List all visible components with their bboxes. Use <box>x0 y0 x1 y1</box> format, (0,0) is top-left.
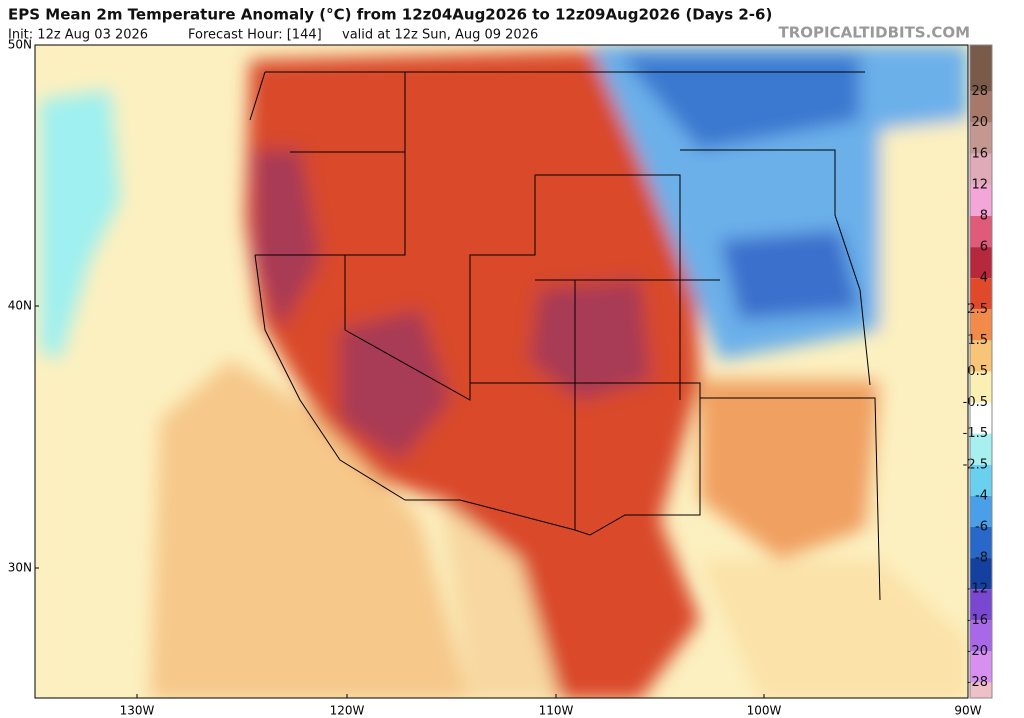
colorbar-label: -16 <box>967 613 988 628</box>
colorbar-label: 1.5 <box>967 333 988 348</box>
colorbar-label: 4 <box>980 271 988 286</box>
colorbar-label: 12 <box>971 177 988 192</box>
field <box>720 230 860 320</box>
colorbar-segment <box>970 309 992 341</box>
colorbar-label: -6 <box>975 519 988 534</box>
colorbar-label: -1.5 <box>963 426 988 441</box>
colorbar-segment <box>970 589 992 621</box>
field <box>150 360 470 698</box>
colorbar-segment <box>970 371 992 403</box>
colorbar-segment <box>970 558 992 590</box>
colorbar-segment <box>970 184 992 217</box>
colorbar-label: -12 <box>967 582 988 597</box>
colorbar-label: 2.5 <box>967 302 988 317</box>
field <box>700 560 968 698</box>
colorbar-segment <box>970 153 992 185</box>
watermark: TROPICALTIDBITS.COM <box>779 24 971 42</box>
lon-label: 120W <box>330 704 365 718</box>
colorbar-segment <box>970 495 992 527</box>
colorbar-segment <box>970 651 992 683</box>
anomaly-field <box>40 45 968 698</box>
colorbar-segment <box>970 91 992 123</box>
field <box>700 380 890 560</box>
colorbar-segment <box>970 45 992 92</box>
colorbar-label: 20 <box>971 115 988 130</box>
colorbar-label: -0.5 <box>963 395 988 410</box>
lon-label: 90W <box>954 704 981 718</box>
field <box>530 280 650 400</box>
lon-label: 130W <box>120 704 155 718</box>
colorbar: 28 20 16 12 8 6 4 2.5 1.5 0.5 -0.5 -1.5 -2.5 -4 -6 -8 -1… <box>963 44 993 699</box>
colorbar-segment <box>970 526 992 559</box>
lat-label: 40N <box>8 299 32 313</box>
colorbar-segment <box>970 402 992 434</box>
colorbar-segment <box>970 122 992 154</box>
colorbar-segment <box>970 433 992 465</box>
map-frame <box>34 44 969 699</box>
title: EPS Mean 2m Temperature Anomaly (°C) fro… <box>8 6 772 24</box>
field <box>860 120 968 620</box>
colorbar-label: 0.5 <box>967 364 988 379</box>
field <box>40 90 120 360</box>
field <box>620 55 860 150</box>
colorbar-segment <box>970 340 992 372</box>
map <box>35 45 968 698</box>
colorbar-segment <box>970 464 992 496</box>
field <box>340 310 450 460</box>
lon-label: 110W <box>539 704 574 718</box>
colorbar-segment <box>970 247 992 279</box>
colorbar-label: 6 <box>980 240 988 255</box>
colorbar-label: -4 <box>975 488 988 503</box>
colorbar-segment <box>970 620 992 652</box>
forecast-hour: Forecast Hour: [144] <box>188 28 322 43</box>
colorbar-label: -20 <box>967 644 988 659</box>
lat-label: 30N <box>8 561 32 575</box>
colorbar-segment <box>970 682 992 698</box>
colorbar-label: -28 <box>967 675 988 690</box>
field <box>440 500 560 698</box>
lat-label: 50N <box>8 38 32 52</box>
colorbar-label: 8 <box>980 209 988 224</box>
colorbar-label: -2.5 <box>963 457 988 472</box>
colorbar-frame <box>969 44 993 699</box>
borders <box>249 71 881 601</box>
colorbar-segment <box>970 216 992 248</box>
colorbar-label: 16 <box>971 146 988 161</box>
init-time: Init: 12z Aug 03 2026 <box>8 28 148 43</box>
axis-labels: 50N 40N 30N 130W 120W 110W 100W 90W <box>8 38 982 718</box>
valid-time: valid at 12z Sun, Aug 09 2026 <box>342 28 538 43</box>
field <box>245 50 700 698</box>
colorbar-label: -8 <box>975 551 988 566</box>
field <box>255 150 320 330</box>
lon-label: 100W <box>747 704 782 718</box>
colorbar-segment <box>970 278 992 310</box>
colorbar-label: 28 <box>971 84 988 99</box>
